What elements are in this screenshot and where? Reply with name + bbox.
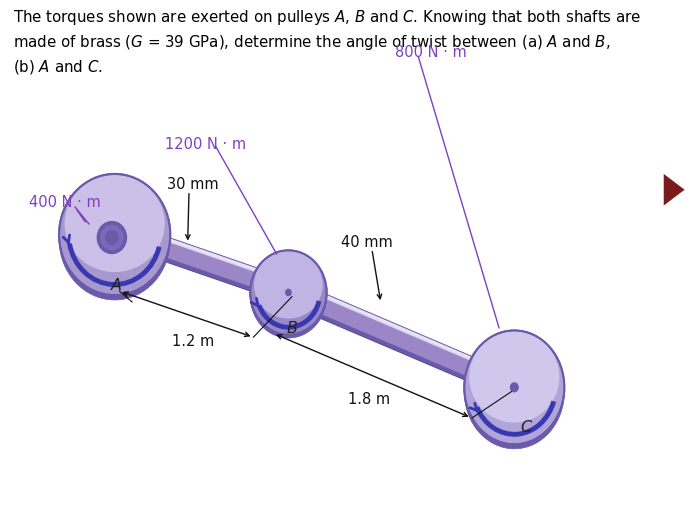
- Text: 1200 N · m: 1200 N · m: [165, 138, 247, 152]
- Ellipse shape: [59, 179, 170, 300]
- Text: 1.8 m: 1.8 m: [348, 393, 390, 407]
- Polygon shape: [281, 298, 506, 396]
- Polygon shape: [129, 228, 295, 302]
- Ellipse shape: [250, 253, 327, 338]
- Text: 30 mm: 30 mm: [167, 177, 218, 192]
- Text: 1.2 m: 1.2 m: [172, 334, 215, 349]
- Polygon shape: [140, 228, 295, 285]
- Polygon shape: [129, 246, 284, 302]
- Ellipse shape: [285, 289, 292, 296]
- Text: made of brass ($G$ = 39 GPa), determine the angle of twist between (a) $\mathit{: made of brass ($G$ = 39 GPa), determine …: [13, 33, 610, 52]
- Polygon shape: [294, 281, 518, 379]
- Text: $\mathit{C}$: $\mathit{C}$: [521, 419, 533, 435]
- Text: 40 mm: 40 mm: [341, 235, 392, 250]
- Text: The torques shown are exerted on pulleys $\mathit{A}$, $\mathit{B}$ and $\mathit: The torques shown are exerted on pulleys…: [13, 8, 641, 27]
- Ellipse shape: [510, 382, 518, 393]
- Polygon shape: [293, 281, 518, 380]
- Ellipse shape: [250, 250, 327, 335]
- Text: 400 N · m: 400 N · m: [29, 196, 101, 210]
- Ellipse shape: [254, 251, 322, 319]
- Text: $\mathit{B}$: $\mathit{B}$: [286, 320, 298, 336]
- Ellipse shape: [97, 221, 127, 254]
- Ellipse shape: [464, 335, 564, 449]
- Ellipse shape: [59, 174, 170, 295]
- Ellipse shape: [464, 330, 564, 444]
- Polygon shape: [140, 228, 295, 284]
- Ellipse shape: [100, 225, 124, 250]
- Polygon shape: [281, 281, 518, 396]
- Ellipse shape: [65, 175, 165, 272]
- Polygon shape: [664, 174, 685, 206]
- Text: (b) $\mathit{A}$ and $\mathit{C}$.: (b) $\mathit{A}$ and $\mathit{C}$.: [13, 58, 102, 76]
- Text: $\mathit{A}$: $\mathit{A}$: [110, 277, 122, 292]
- Text: 800 N · m: 800 N · m: [395, 45, 466, 60]
- Ellipse shape: [469, 331, 559, 423]
- Ellipse shape: [105, 230, 119, 245]
